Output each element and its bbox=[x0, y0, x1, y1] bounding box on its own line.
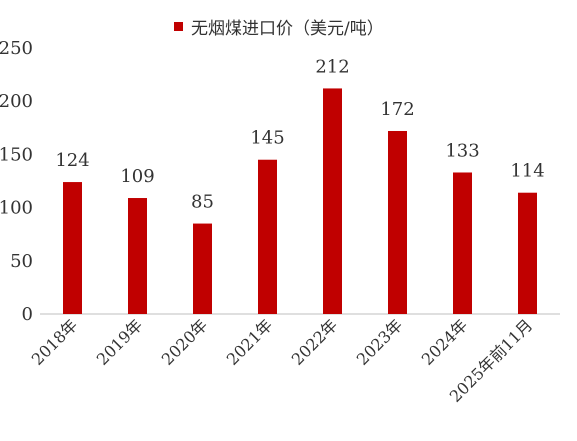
legend-label: 无烟煤进口价（美元/吨） bbox=[191, 18, 384, 39]
bar bbox=[128, 198, 147, 314]
x-tick-label: 2021年 bbox=[223, 315, 277, 369]
bar bbox=[388, 130, 407, 314]
data-label: 133 bbox=[445, 140, 479, 161]
data-label: 85 bbox=[191, 192, 214, 213]
data-label: 124 bbox=[55, 150, 89, 171]
bars bbox=[63, 88, 537, 314]
x-tick-label: 2024年 bbox=[418, 315, 472, 369]
y-tick-label: 200 bbox=[0, 91, 33, 112]
y-axis: 0 50 100 150 200 250 bbox=[0, 38, 33, 325]
chart-legend: 无烟煤进口价（美元/吨） bbox=[174, 14, 384, 39]
data-label: 172 bbox=[380, 99, 414, 120]
bar bbox=[453, 172, 472, 314]
y-tick-label: 50 bbox=[10, 251, 33, 272]
y-tick-label: 100 bbox=[0, 198, 33, 219]
y-tick-label: 250 bbox=[0, 38, 33, 59]
bar bbox=[63, 182, 82, 314]
x-tick-label: 2019年 bbox=[93, 315, 147, 369]
data-label: 114 bbox=[510, 161, 544, 182]
x-tick-label: 2023年 bbox=[353, 315, 407, 369]
y-tick-label: 150 bbox=[0, 144, 33, 165]
y-tick-label: 0 bbox=[22, 304, 33, 325]
data-label: 145 bbox=[250, 128, 284, 149]
x-tick-label: 2022年 bbox=[288, 315, 342, 369]
data-label: 212 bbox=[315, 56, 349, 77]
data-labels: 124 109 85 145 212 172 133 114 bbox=[55, 56, 544, 212]
x-tick-label: 2018年 bbox=[28, 315, 82, 369]
bar bbox=[323, 88, 342, 314]
bar bbox=[258, 159, 277, 314]
legend-swatch bbox=[174, 21, 183, 31]
x-axis: 2018年 2019年 2020年 2021年 2022年 2023年 2024年2025年… bbox=[28, 313, 560, 406]
x-tick-label: 2020年 bbox=[158, 315, 212, 369]
bar bbox=[518, 192, 537, 314]
data-label: 109 bbox=[120, 166, 154, 187]
bar bbox=[193, 223, 212, 314]
